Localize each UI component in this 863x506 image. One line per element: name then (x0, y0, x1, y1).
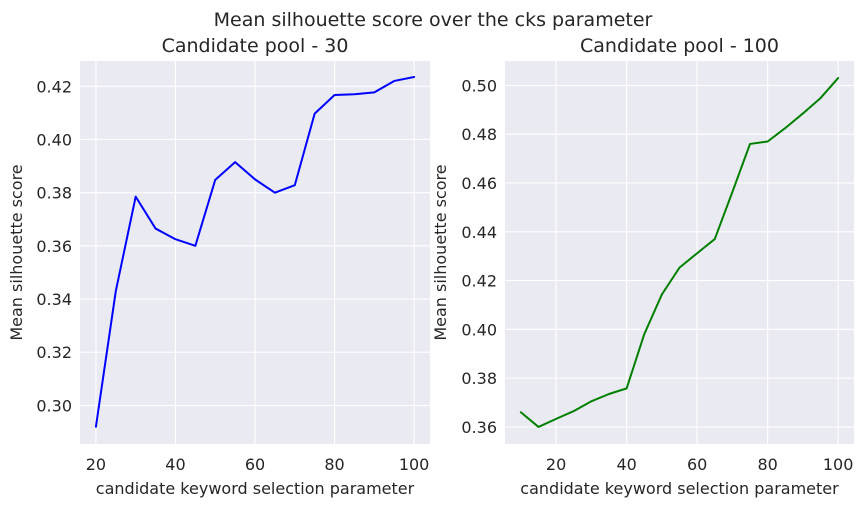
right-ytick-label: 0.40 (461, 320, 497, 339)
left-data-point (333, 94, 336, 97)
right-data-point (660, 293, 663, 296)
left-ytick-label: 0.42 (36, 77, 72, 96)
right-data-point (519, 411, 522, 414)
left-data-point (353, 93, 356, 96)
right-data-point (607, 392, 610, 395)
left-data-point (373, 91, 376, 94)
right-data-point (696, 252, 699, 255)
right-xtick-label: 40 (616, 455, 636, 474)
right-chart-panel: 0.36 0.38 0.40 0.42 0.44 0.46 0.48 0.50 20 40 60 80… (431, 35, 854, 498)
right-ytick-label: 0.48 (461, 125, 497, 144)
right-ytick-label: 0.42 (461, 272, 497, 291)
left-xtick-label: 80 (324, 455, 344, 474)
right-xtick-label: 100 (823, 455, 854, 474)
left-data-point (94, 425, 97, 428)
left-ytick-label: 0.38 (36, 184, 72, 203)
right-data-point (678, 266, 681, 269)
left-data-point (174, 238, 177, 241)
right-data-point (801, 112, 804, 115)
left-y-axis-label: Mean silhouette score (7, 164, 26, 340)
right-data-point (749, 142, 752, 145)
right-chart-title: Candidate pool - 100 (580, 35, 779, 57)
left-ytick-label: 0.40 (36, 130, 72, 149)
right-xtick-label: 20 (546, 455, 566, 474)
left-data-point (114, 290, 117, 293)
right-data-point (766, 140, 769, 143)
left-data-point (254, 178, 257, 181)
left-x-axis-label: candidate keyword selection parameter (96, 479, 415, 498)
right-data-point (643, 333, 646, 336)
right-x-axis-label: candidate keyword selection parameter (520, 479, 839, 498)
left-xtick-label: 40 (165, 455, 185, 474)
right-y-axis-label: Mean silhouette score (431, 164, 450, 340)
right-plot-area (505, 61, 854, 444)
left-data-point (154, 227, 157, 230)
right-data-point (590, 400, 593, 403)
right-xtick-label: 80 (757, 455, 777, 474)
left-xtick-label: 100 (399, 455, 430, 474)
left-ytick-label: 0.36 (36, 237, 72, 256)
right-data-point (819, 97, 822, 100)
left-data-point (313, 112, 316, 115)
right-ytick-label: 0.36 (461, 418, 497, 437)
left-ytick-label: 0.30 (36, 396, 72, 415)
right-ytick-label: 0.46 (461, 174, 497, 193)
left-xtick-label: 20 (86, 455, 106, 474)
left-data-point (413, 75, 416, 78)
right-data-point (625, 387, 628, 390)
right-data-point (784, 127, 787, 130)
right-data-point (837, 77, 840, 80)
right-series-line (519, 77, 840, 428)
left-ytick-label: 0.32 (36, 343, 72, 362)
figure-suptitle: Mean silhouette score over the cks param… (214, 9, 653, 31)
right-ytick-label: 0.44 (461, 223, 497, 242)
right-ytick-label: 0.38 (461, 369, 497, 388)
right-data-point (555, 417, 558, 420)
left-data-point (293, 184, 296, 187)
right-ytick-label: 0.50 (461, 76, 497, 95)
left-data-point (194, 244, 197, 247)
left-data-point (273, 191, 276, 194)
right-data-point (713, 238, 716, 241)
left-data-point (134, 195, 137, 198)
right-data-point (537, 425, 540, 428)
left-series-line (94, 75, 416, 428)
right-data-point (572, 410, 575, 413)
left-data-point (393, 79, 396, 82)
left-data-point (214, 178, 217, 181)
left-xtick-label: 60 (245, 455, 265, 474)
left-data-point (234, 161, 237, 164)
right-xtick-label: 60 (687, 455, 707, 474)
right-data-point (731, 191, 734, 194)
left-chart-panel: 0.30 0.32 0.34 0.36 0.38 0.40 0.42 20 40 60 80 100 C… (7, 35, 430, 498)
left-ytick-label: 0.34 (36, 290, 72, 309)
left-chart-title: Candidate pool - 30 (162, 35, 349, 57)
